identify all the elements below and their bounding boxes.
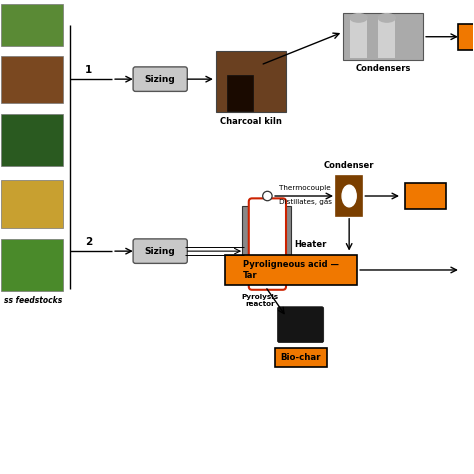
FancyBboxPatch shape [1,181,63,228]
Text: 2: 2 [85,237,92,247]
Text: Distillates, gas: Distillates, gas [279,200,332,206]
FancyBboxPatch shape [1,239,63,291]
FancyBboxPatch shape [133,67,187,91]
FancyBboxPatch shape [458,24,474,50]
FancyBboxPatch shape [277,307,324,343]
FancyBboxPatch shape [133,239,187,264]
FancyBboxPatch shape [405,183,446,209]
Text: ss feedstocks: ss feedstocks [4,296,62,305]
Ellipse shape [378,14,395,22]
Ellipse shape [350,14,367,22]
FancyBboxPatch shape [1,55,63,103]
Text: Heater: Heater [294,239,327,248]
Ellipse shape [342,185,356,207]
Text: Charcoal kiln: Charcoal kiln [220,117,282,126]
Text: Condenser: Condenser [324,161,374,170]
FancyBboxPatch shape [281,206,291,279]
FancyBboxPatch shape [1,4,63,46]
Text: Sizing: Sizing [145,74,175,83]
FancyBboxPatch shape [227,75,253,111]
FancyBboxPatch shape [336,176,362,216]
Text: Pyroligneous acid —
Tar: Pyroligneous acid — Tar [243,260,339,280]
FancyBboxPatch shape [225,255,357,284]
FancyBboxPatch shape [249,198,286,290]
Text: Sizing: Sizing [145,246,175,255]
FancyBboxPatch shape [350,18,367,58]
FancyBboxPatch shape [1,115,63,166]
Circle shape [263,191,272,201]
FancyBboxPatch shape [275,348,327,366]
Text: 1: 1 [85,65,92,75]
Text: Condensers: Condensers [356,64,411,73]
FancyBboxPatch shape [343,13,423,60]
Text: Bio-char: Bio-char [280,353,321,362]
Text: Pyrolysis
reactor: Pyrolysis reactor [241,294,278,308]
FancyBboxPatch shape [242,206,252,279]
FancyBboxPatch shape [378,18,395,58]
FancyBboxPatch shape [216,51,286,112]
Text: Thermocouple: Thermocouple [279,185,331,191]
